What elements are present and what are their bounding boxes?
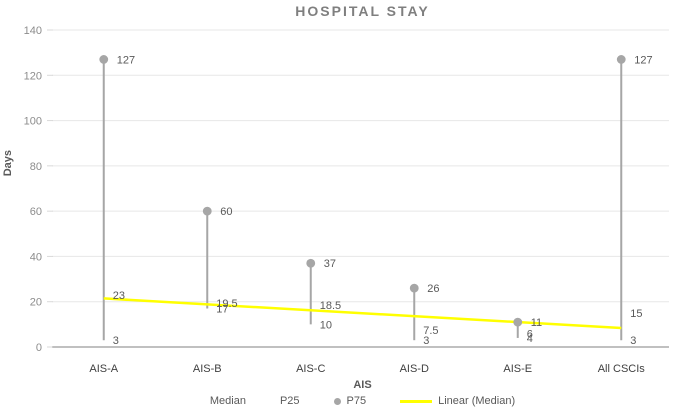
chart-title: HOSPITAL STAY xyxy=(295,3,430,19)
p25-data-label: 4 xyxy=(527,333,533,345)
y-tick-label: 20 xyxy=(30,297,42,309)
legend-median-label: Median xyxy=(209,395,246,407)
median-data-label: 19.5 xyxy=(216,298,237,310)
p75-marker xyxy=(513,317,523,327)
y-tick-label: 140 xyxy=(24,25,42,37)
y-tick-label: 0 xyxy=(36,342,42,354)
x-category-label: All CSCIs xyxy=(598,363,646,375)
x-category-label: AIS-B xyxy=(193,363,222,375)
y-tick-label: 60 xyxy=(30,206,42,218)
y-axis-title: Days xyxy=(2,150,14,177)
x-category-label: AIS-A xyxy=(89,363,118,375)
p75-data-label: 127 xyxy=(117,54,135,66)
median-data-label: 7.5 xyxy=(423,325,438,337)
trendline-swatch-icon xyxy=(400,399,433,403)
x-category-label: AIS-C xyxy=(296,363,325,375)
p75-marker xyxy=(306,258,316,268)
legend-item-median: Median xyxy=(210,395,246,407)
trendline-linear-median xyxy=(103,297,622,330)
p25-data-label: 3 xyxy=(113,335,119,347)
p25-data-label: 17 xyxy=(216,304,228,316)
p25-data-label: 3 xyxy=(630,335,636,347)
legend-item-p25: P25 xyxy=(280,395,300,407)
y-tick-label: 100 xyxy=(24,116,42,128)
y-tick-label: 80 xyxy=(30,161,42,173)
p75-marker xyxy=(616,55,626,64)
y-tick-label: 40 xyxy=(30,251,42,263)
x-category-label: AIS-D xyxy=(400,363,429,375)
p25-data-label: 10 xyxy=(320,319,332,331)
p75-data-label: 26 xyxy=(427,283,439,295)
p75-dot-icon xyxy=(333,397,341,405)
x-category-label: AIS-E xyxy=(503,363,532,375)
p75-data-label: 37 xyxy=(324,258,336,270)
p75-data-label: 11 xyxy=(531,317,542,329)
median-data-label: 23 xyxy=(113,290,125,302)
plot-area: 0 20 40 60 80 100 120 140 AIS-A AIS-B AIS-C AIS-D AI… xyxy=(24,25,669,375)
legend-item-p75: P75 xyxy=(333,395,367,407)
p75-data-label: 127 xyxy=(634,54,652,66)
legend-p25-label: P25 xyxy=(279,395,300,407)
legend-p75-label: P75 xyxy=(346,395,367,407)
p75-marker xyxy=(202,206,212,216)
median-data-label: 6 xyxy=(527,328,533,340)
p75-data-label: 60 xyxy=(220,206,232,218)
legend-linear-label: Linear (Median) xyxy=(438,395,516,407)
legend: Median P25 P75 Linear (Median) xyxy=(52,395,673,407)
median-data-label: 15 xyxy=(630,308,642,320)
legend-item-linear-median: Linear (Median) xyxy=(400,395,515,407)
y-tick-label: 120 xyxy=(24,70,42,82)
p25-data-label: 3 xyxy=(423,335,429,347)
median-data-label: 18.5 xyxy=(320,300,341,312)
p75-marker xyxy=(409,283,419,293)
p75-marker xyxy=(99,55,109,64)
x-axis-title: AIS xyxy=(353,379,372,391)
